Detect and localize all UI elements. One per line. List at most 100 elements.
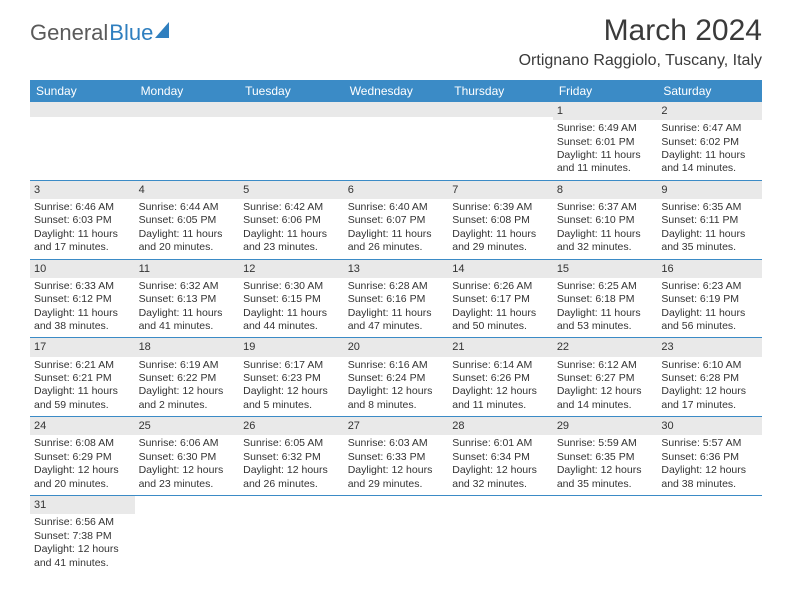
- sunset-text: Sunset: 6:13 PM: [139, 293, 236, 306]
- sunset-text: Sunset: 6:05 PM: [139, 214, 236, 227]
- sunrise-text: Sunrise: 6:14 AM: [452, 359, 549, 372]
- sunrise-text: Sunrise: 6:28 AM: [348, 280, 445, 293]
- daylight-text: Daylight: 11 hours and 47 minutes.: [348, 307, 445, 334]
- calendar-cell: [448, 102, 553, 180]
- sunset-text: Sunset: 7:38 PM: [34, 530, 131, 543]
- sunset-text: Sunset: 6:10 PM: [557, 214, 654, 227]
- header: GeneralBlue March 2024 Ortignano Raggiol…: [30, 14, 762, 70]
- calendar-cell: 23Sunrise: 6:10 AMSunset: 6:28 PMDayligh…: [657, 338, 762, 417]
- calendar-cell: 15Sunrise: 6:25 AMSunset: 6:18 PMDayligh…: [553, 259, 658, 338]
- calendar-body: 1Sunrise: 6:49 AMSunset: 6:01 PMDaylight…: [30, 102, 762, 574]
- sunrise-text: Sunrise: 6:23 AM: [661, 280, 758, 293]
- calendar-head: SundayMondayTuesdayWednesdayThursdayFrid…: [30, 80, 762, 102]
- day-number: 5: [239, 181, 344, 199]
- weekday-header: Monday: [135, 80, 240, 102]
- sunset-text: Sunset: 6:35 PM: [557, 451, 654, 464]
- calendar-cell: [239, 496, 344, 574]
- sail-icon: [155, 22, 169, 38]
- sunrise-text: Sunrise: 6:16 AM: [348, 359, 445, 372]
- sunrise-text: Sunrise: 6:30 AM: [243, 280, 340, 293]
- calendar-cell: [239, 102, 344, 180]
- page-title: March 2024: [519, 14, 762, 48]
- daylight-text: Daylight: 11 hours and 41 minutes.: [139, 307, 236, 334]
- day-number: 18: [135, 338, 240, 356]
- calendar-cell: 5Sunrise: 6:42 AMSunset: 6:06 PMDaylight…: [239, 180, 344, 259]
- sunset-text: Sunset: 6:26 PM: [452, 372, 549, 385]
- day-number: 1: [553, 102, 658, 120]
- daylight-text: Daylight: 12 hours and 32 minutes.: [452, 464, 549, 491]
- day-number: 10: [30, 260, 135, 278]
- sunrise-text: Sunrise: 6:32 AM: [139, 280, 236, 293]
- sunrise-text: Sunrise: 6:06 AM: [139, 437, 236, 450]
- daylight-text: Daylight: 12 hours and 26 minutes.: [243, 464, 340, 491]
- day-number: 2: [657, 102, 762, 120]
- weekday-header: Tuesday: [239, 80, 344, 102]
- calendar-cell: 18Sunrise: 6:19 AMSunset: 6:22 PMDayligh…: [135, 338, 240, 417]
- day-number-empty: [448, 102, 553, 117]
- sunrise-text: Sunrise: 6:01 AM: [452, 437, 549, 450]
- location-subtitle: Ortignano Raggiolo, Tuscany, Italy: [519, 52, 762, 70]
- sunset-text: Sunset: 6:08 PM: [452, 214, 549, 227]
- calendar-cell: [344, 102, 449, 180]
- sunrise-text: Sunrise: 6:40 AM: [348, 201, 445, 214]
- daylight-text: Daylight: 12 hours and 11 minutes.: [452, 385, 549, 412]
- day-number: 26: [239, 417, 344, 435]
- daylight-text: Daylight: 12 hours and 8 minutes.: [348, 385, 445, 412]
- sunrise-text: Sunrise: 6:26 AM: [452, 280, 549, 293]
- calendar-cell: [135, 102, 240, 180]
- weekday-header: Friday: [553, 80, 658, 102]
- weekday-header: Thursday: [448, 80, 553, 102]
- day-number: 14: [448, 260, 553, 278]
- sunrise-text: Sunrise: 6:39 AM: [452, 201, 549, 214]
- sunrise-text: Sunrise: 6:21 AM: [34, 359, 131, 372]
- day-number: 20: [344, 338, 449, 356]
- daylight-text: Daylight: 11 hours and 44 minutes.: [243, 307, 340, 334]
- day-number: 15: [553, 260, 658, 278]
- sunset-text: Sunset: 6:16 PM: [348, 293, 445, 306]
- daylight-text: Daylight: 11 hours and 56 minutes.: [661, 307, 758, 334]
- daylight-text: Daylight: 11 hours and 29 minutes.: [452, 228, 549, 255]
- day-number: 29: [553, 417, 658, 435]
- calendar-cell: 19Sunrise: 6:17 AMSunset: 6:23 PMDayligh…: [239, 338, 344, 417]
- calendar-cell: 1Sunrise: 6:49 AMSunset: 6:01 PMDaylight…: [553, 102, 658, 180]
- calendar-cell: 10Sunrise: 6:33 AMSunset: 6:12 PMDayligh…: [30, 259, 135, 338]
- title-block: March 2024 Ortignano Raggiolo, Tuscany, …: [519, 14, 762, 70]
- daylight-text: Daylight: 11 hours and 20 minutes.: [139, 228, 236, 255]
- sunset-text: Sunset: 6:12 PM: [34, 293, 131, 306]
- daylight-text: Daylight: 12 hours and 41 minutes.: [34, 543, 131, 570]
- sunset-text: Sunset: 6:06 PM: [243, 214, 340, 227]
- day-number-empty: [239, 102, 344, 117]
- sunset-text: Sunset: 6:07 PM: [348, 214, 445, 227]
- calendar-cell: 2Sunrise: 6:47 AMSunset: 6:02 PMDaylight…: [657, 102, 762, 180]
- calendar-cell: 3Sunrise: 6:46 AMSunset: 6:03 PMDaylight…: [30, 180, 135, 259]
- calendar-cell: 4Sunrise: 6:44 AMSunset: 6:05 PMDaylight…: [135, 180, 240, 259]
- daylight-text: Daylight: 11 hours and 32 minutes.: [557, 228, 654, 255]
- day-number: 24: [30, 417, 135, 435]
- sunrise-text: Sunrise: 6:47 AM: [661, 122, 758, 135]
- sunrise-text: Sunrise: 6:44 AM: [139, 201, 236, 214]
- calendar-cell: 11Sunrise: 6:32 AMSunset: 6:13 PMDayligh…: [135, 259, 240, 338]
- daylight-text: Daylight: 11 hours and 14 minutes.: [661, 149, 758, 176]
- sunrise-text: Sunrise: 6:49 AM: [557, 122, 654, 135]
- sunset-text: Sunset: 6:15 PM: [243, 293, 340, 306]
- sunset-text: Sunset: 6:21 PM: [34, 372, 131, 385]
- sunrise-text: Sunrise: 6:37 AM: [557, 201, 654, 214]
- daylight-text: Daylight: 11 hours and 26 minutes.: [348, 228, 445, 255]
- sunrise-text: Sunrise: 6:25 AM: [557, 280, 654, 293]
- sunset-text: Sunset: 6:11 PM: [661, 214, 758, 227]
- sunrise-text: Sunrise: 6:35 AM: [661, 201, 758, 214]
- sunset-text: Sunset: 6:36 PM: [661, 451, 758, 464]
- day-number: 12: [239, 260, 344, 278]
- daylight-text: Daylight: 12 hours and 2 minutes.: [139, 385, 236, 412]
- calendar-cell: 26Sunrise: 6:05 AMSunset: 6:32 PMDayligh…: [239, 417, 344, 496]
- day-number-empty: [30, 102, 135, 117]
- brand-logo: GeneralBlue: [30, 20, 169, 46]
- day-number: 3: [30, 181, 135, 199]
- daylight-text: Daylight: 12 hours and 14 minutes.: [557, 385, 654, 412]
- brand-part1: General: [30, 20, 108, 46]
- calendar-cell: 9Sunrise: 6:35 AMSunset: 6:11 PMDaylight…: [657, 180, 762, 259]
- sunrise-text: Sunrise: 6:10 AM: [661, 359, 758, 372]
- sunrise-text: Sunrise: 6:08 AM: [34, 437, 131, 450]
- sunset-text: Sunset: 6:17 PM: [452, 293, 549, 306]
- day-number: 22: [553, 338, 658, 356]
